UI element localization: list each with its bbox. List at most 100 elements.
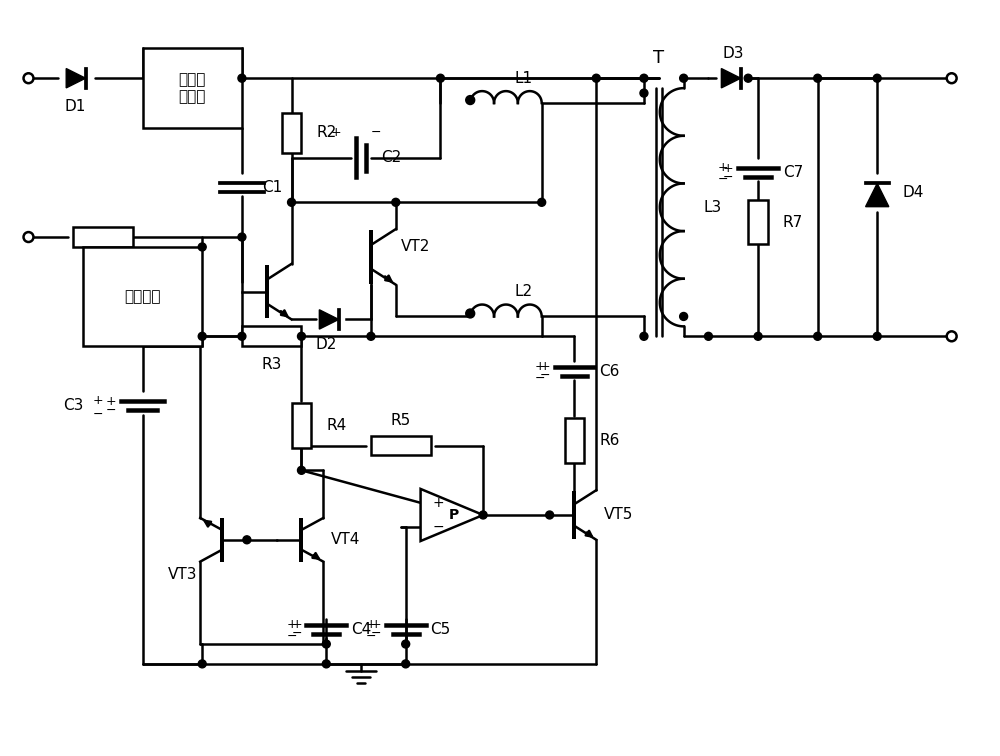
- Text: +: +: [539, 360, 550, 373]
- Text: +: +: [286, 618, 297, 631]
- Circle shape: [704, 333, 712, 340]
- Bar: [748, 200, 768, 244]
- Text: R2: R2: [316, 125, 337, 141]
- Text: −: −: [723, 171, 734, 184]
- Text: −: −: [432, 520, 444, 534]
- Text: +: +: [371, 618, 381, 631]
- Polygon shape: [421, 489, 483, 541]
- Bar: [292, 403, 311, 448]
- Circle shape: [402, 640, 410, 648]
- Circle shape: [238, 74, 246, 82]
- Text: VT4: VT4: [331, 532, 361, 547]
- Circle shape: [297, 333, 305, 340]
- Circle shape: [947, 73, 957, 83]
- Text: D2: D2: [316, 336, 337, 352]
- Bar: [73, 227, 133, 247]
- Polygon shape: [66, 69, 86, 88]
- Circle shape: [402, 660, 410, 668]
- Text: +: +: [291, 618, 302, 631]
- Text: R1: R1: [93, 257, 113, 272]
- Polygon shape: [721, 69, 741, 88]
- Circle shape: [322, 660, 330, 668]
- Text: T: T: [653, 49, 664, 67]
- Bar: [282, 113, 301, 153]
- Text: 调频电路: 调频电路: [124, 289, 161, 304]
- Circle shape: [680, 312, 688, 321]
- Text: L3: L3: [703, 200, 722, 215]
- Circle shape: [243, 536, 251, 544]
- Text: VT1: VT1: [242, 329, 271, 344]
- Text: D1: D1: [64, 98, 86, 113]
- Text: R7: R7: [783, 215, 803, 230]
- Text: C2: C2: [381, 150, 401, 165]
- Circle shape: [640, 89, 648, 97]
- Circle shape: [322, 640, 330, 648]
- Text: R5: R5: [391, 414, 411, 428]
- Circle shape: [198, 660, 206, 668]
- Text: +: +: [718, 161, 729, 174]
- Circle shape: [873, 74, 881, 82]
- Circle shape: [538, 198, 546, 206]
- Circle shape: [466, 95, 475, 104]
- Circle shape: [873, 333, 881, 340]
- Text: C1: C1: [262, 180, 282, 195]
- Circle shape: [288, 198, 296, 206]
- Circle shape: [744, 74, 752, 82]
- Text: R4: R4: [326, 418, 347, 433]
- Circle shape: [680, 74, 688, 82]
- Text: C4: C4: [351, 621, 371, 637]
- Circle shape: [198, 243, 206, 251]
- Text: +: +: [366, 618, 376, 631]
- Circle shape: [754, 333, 762, 340]
- Circle shape: [640, 333, 648, 340]
- Circle shape: [466, 309, 475, 318]
- Circle shape: [367, 333, 375, 340]
- Polygon shape: [319, 310, 339, 329]
- Circle shape: [436, 74, 444, 82]
- Text: L1: L1: [515, 71, 533, 85]
- Text: −: −: [371, 126, 381, 139]
- Text: −: −: [106, 404, 116, 417]
- Circle shape: [238, 333, 246, 340]
- Bar: [83, 247, 202, 346]
- Text: +: +: [432, 496, 444, 510]
- Circle shape: [814, 74, 822, 82]
- Circle shape: [479, 511, 487, 519]
- Polygon shape: [866, 184, 889, 206]
- Text: L2: L2: [515, 284, 533, 299]
- Circle shape: [297, 466, 305, 474]
- Bar: [242, 327, 301, 346]
- Text: R3: R3: [262, 357, 282, 372]
- Text: C5: C5: [431, 621, 451, 637]
- Text: D3: D3: [723, 46, 744, 61]
- Circle shape: [592, 74, 600, 82]
- Circle shape: [814, 333, 822, 340]
- Circle shape: [24, 73, 33, 83]
- Bar: [143, 48, 242, 128]
- Circle shape: [24, 232, 33, 242]
- Text: −: −: [291, 627, 302, 640]
- Circle shape: [198, 333, 206, 340]
- Text: VT5: VT5: [604, 507, 634, 522]
- Text: −: −: [366, 630, 376, 643]
- Text: −: −: [286, 630, 297, 643]
- Text: −: −: [534, 371, 545, 385]
- Text: C7: C7: [783, 165, 803, 180]
- Circle shape: [238, 233, 246, 241]
- Circle shape: [640, 74, 648, 82]
- Text: −: −: [371, 627, 381, 640]
- Text: +: +: [534, 360, 545, 373]
- Text: +: +: [723, 162, 734, 175]
- Text: D4: D4: [902, 185, 923, 200]
- Bar: [565, 418, 584, 463]
- Text: −: −: [539, 369, 550, 382]
- Text: C3: C3: [63, 398, 83, 414]
- Text: −: −: [718, 173, 729, 186]
- Text: 过压保
护电路: 过压保 护电路: [179, 72, 206, 104]
- Text: +: +: [331, 126, 342, 139]
- Circle shape: [947, 331, 957, 341]
- Circle shape: [546, 511, 554, 519]
- Text: VT3: VT3: [167, 567, 197, 582]
- Text: +: +: [106, 395, 116, 407]
- Text: P: P: [448, 508, 459, 522]
